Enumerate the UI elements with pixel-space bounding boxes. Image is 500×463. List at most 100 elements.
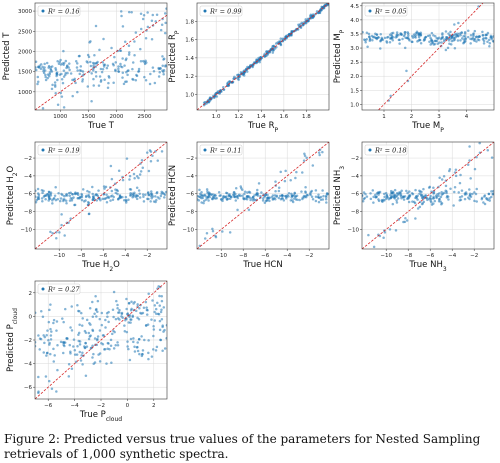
data-point <box>430 31 434 35</box>
data-point <box>427 197 431 201</box>
x-tick-label: −6 <box>44 403 53 409</box>
data-point <box>98 329 102 332</box>
data-point <box>128 358 132 362</box>
data-point <box>214 197 217 200</box>
data-point <box>441 35 445 39</box>
data-point <box>131 196 134 199</box>
data-point <box>163 31 167 35</box>
x-tick-label: −2 <box>143 253 151 259</box>
figure-caption: Figure 2: Predicted versus true values o… <box>4 432 481 461</box>
data-point <box>89 60 92 64</box>
data-point <box>73 353 77 356</box>
data-point <box>388 33 392 37</box>
data-point <box>279 40 282 43</box>
data-point <box>492 189 494 193</box>
data-point <box>255 193 258 196</box>
legend-marker <box>368 9 372 13</box>
data-point <box>95 315 98 318</box>
data-point <box>375 33 378 36</box>
data-point <box>459 198 463 202</box>
data-point <box>407 34 410 37</box>
data-point <box>483 194 487 197</box>
x-tick-label: −8 <box>239 253 248 259</box>
data-point <box>123 64 126 67</box>
x-tick-label: 1000 <box>53 114 67 120</box>
data-point <box>418 189 421 192</box>
data-point <box>148 82 152 86</box>
data-point <box>277 186 281 190</box>
data-point <box>66 64 69 67</box>
data-point <box>75 66 79 69</box>
data-point <box>154 20 157 23</box>
data-point <box>166 275 169 278</box>
data-point <box>304 18 307 21</box>
data-point <box>452 33 456 37</box>
data-point <box>322 139 325 142</box>
data-point <box>469 42 472 45</box>
data-point <box>145 313 149 316</box>
data-point <box>206 195 210 199</box>
data-point <box>247 208 251 212</box>
data-point <box>277 196 281 200</box>
data-point <box>112 63 115 67</box>
data-point <box>141 166 145 169</box>
data-point <box>37 375 40 379</box>
data-point <box>125 297 128 301</box>
data-point <box>490 156 494 159</box>
data-point <box>458 196 462 199</box>
data-point <box>49 191 53 194</box>
data-point <box>98 48 101 52</box>
data-point <box>116 192 119 196</box>
data-point <box>488 41 492 45</box>
data-point <box>463 193 467 196</box>
data-point <box>446 46 450 50</box>
data-point <box>165 323 167 327</box>
data-point <box>127 321 130 324</box>
data-point <box>150 190 153 193</box>
data-point <box>395 34 398 37</box>
data-point <box>385 36 389 39</box>
data-point <box>395 201 399 204</box>
data-point <box>158 328 162 332</box>
data-point <box>94 295 97 298</box>
data-point <box>125 199 128 203</box>
data-point <box>372 35 376 38</box>
data-point <box>457 21 460 25</box>
data-point <box>447 39 451 42</box>
data-point <box>279 197 283 201</box>
data-point <box>90 72 93 75</box>
legend-marker <box>41 9 45 13</box>
data-point <box>416 40 419 43</box>
data-point <box>151 13 155 17</box>
data-point <box>95 307 98 311</box>
data-point <box>48 343 51 346</box>
data-point <box>54 185 57 189</box>
data-point <box>202 201 205 205</box>
y-tick-label: −4 <box>24 362 33 368</box>
data-point <box>120 14 123 18</box>
data-point <box>375 37 379 41</box>
data-point <box>483 202 487 206</box>
data-point <box>442 174 446 178</box>
data-point <box>490 195 493 199</box>
data-point <box>36 80 40 83</box>
data-point <box>41 200 44 203</box>
data-point <box>468 194 472 197</box>
data-point <box>135 346 139 349</box>
x-axis-label: True H2O <box>81 260 120 273</box>
data-point <box>96 335 100 338</box>
data-point <box>44 197 47 201</box>
x-axis-label: True RP <box>247 121 279 134</box>
data-point <box>431 40 434 43</box>
data-point <box>105 362 108 365</box>
legend-box <box>364 5 408 17</box>
data-point <box>54 68 58 72</box>
data-point <box>62 343 65 347</box>
data-point <box>262 197 265 200</box>
data-point <box>56 198 59 201</box>
data-point <box>433 42 437 46</box>
data-point <box>156 159 159 162</box>
data-point <box>62 106 66 109</box>
data-point <box>279 170 282 174</box>
data-point <box>151 348 155 351</box>
